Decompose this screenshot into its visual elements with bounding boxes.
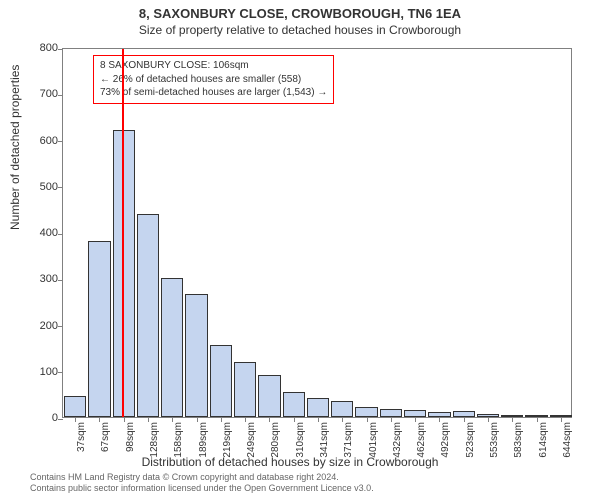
histogram-bar (185, 294, 207, 417)
annotation-line-2: ← 26% of detached houses are smaller (55… (100, 73, 327, 87)
histogram-bar (258, 375, 280, 417)
histogram-plot: 8 SAXONBURY CLOSE: 106sqm ← 26% of detac… (62, 48, 572, 418)
histogram-bar (161, 278, 183, 417)
footer-attribution: Contains HM Land Registry data © Crown c… (30, 472, 374, 494)
x-tick-label: 249sqm (246, 422, 257, 462)
x-tick-label: 128sqm (149, 422, 160, 462)
histogram-bar (113, 130, 135, 417)
y-tick-label: 700 (18, 88, 58, 100)
x-tick-label: 523sqm (465, 422, 476, 462)
page-subtitle: Size of property relative to detached ho… (0, 21, 600, 37)
y-tick-label: 200 (18, 320, 58, 332)
x-tick-label: 644sqm (562, 422, 573, 462)
histogram-bar (234, 362, 256, 418)
histogram-bar (331, 401, 353, 417)
footer-line-1: Contains HM Land Registry data © Crown c… (30, 472, 374, 483)
y-tick (58, 326, 63, 327)
page-title: 8, SAXONBURY CLOSE, CROWBOROUGH, TN6 1EA (0, 0, 600, 21)
histogram-bar (64, 396, 86, 417)
property-annotation-box: 8 SAXONBURY CLOSE: 106sqm ← 26% of detac… (93, 55, 334, 104)
y-tick-label: 0 (18, 412, 58, 424)
annotation-line-3: 73% of semi-detached houses are larger (… (100, 86, 327, 100)
histogram-bar (210, 345, 232, 417)
y-tick-label: 100 (18, 366, 58, 378)
y-tick (58, 234, 63, 235)
y-tick-label: 600 (18, 135, 58, 147)
histogram-bar (307, 398, 329, 417)
x-tick-label: 492sqm (440, 422, 451, 462)
y-tick (58, 187, 63, 188)
x-tick-label: 401sqm (368, 422, 379, 462)
y-tick (58, 141, 63, 142)
annotation-line-1: 8 SAXONBURY CLOSE: 106sqm (100, 59, 327, 73)
y-tick-label: 500 (18, 181, 58, 193)
x-tick-label: 189sqm (198, 422, 209, 462)
x-tick-label: 462sqm (416, 422, 427, 462)
property-marker-line (122, 49, 124, 417)
histogram-bar (137, 214, 159, 417)
histogram-bar (355, 407, 377, 417)
x-tick-label: 371sqm (343, 422, 354, 462)
x-tick-label: 553sqm (489, 422, 500, 462)
y-tick (58, 49, 63, 50)
x-tick-label: 432sqm (392, 422, 403, 462)
y-tick (58, 419, 63, 420)
histogram-bar (404, 410, 426, 417)
x-tick-label: 310sqm (295, 422, 306, 462)
x-tick-label: 158sqm (173, 422, 184, 462)
x-tick-label: 98sqm (125, 422, 136, 462)
y-tick (58, 372, 63, 373)
y-tick (58, 280, 63, 281)
x-tick-label: 219sqm (222, 422, 233, 462)
y-tick-label: 800 (18, 42, 58, 54)
x-tick-label: 67sqm (100, 422, 111, 462)
y-tick (58, 95, 63, 96)
x-tick-label: 583sqm (513, 422, 524, 462)
x-tick-label: 341sqm (319, 422, 330, 462)
footer-line-2: Contains public sector information licen… (30, 483, 374, 494)
x-tick-label: 280sqm (270, 422, 281, 462)
y-tick-label: 400 (18, 227, 58, 239)
histogram-bar (88, 241, 110, 417)
histogram-bar (380, 409, 402, 417)
histogram-bar (283, 392, 305, 417)
y-tick-label: 300 (18, 273, 58, 285)
x-tick-label: 614sqm (538, 422, 549, 462)
x-tick-label: 37sqm (76, 422, 87, 462)
